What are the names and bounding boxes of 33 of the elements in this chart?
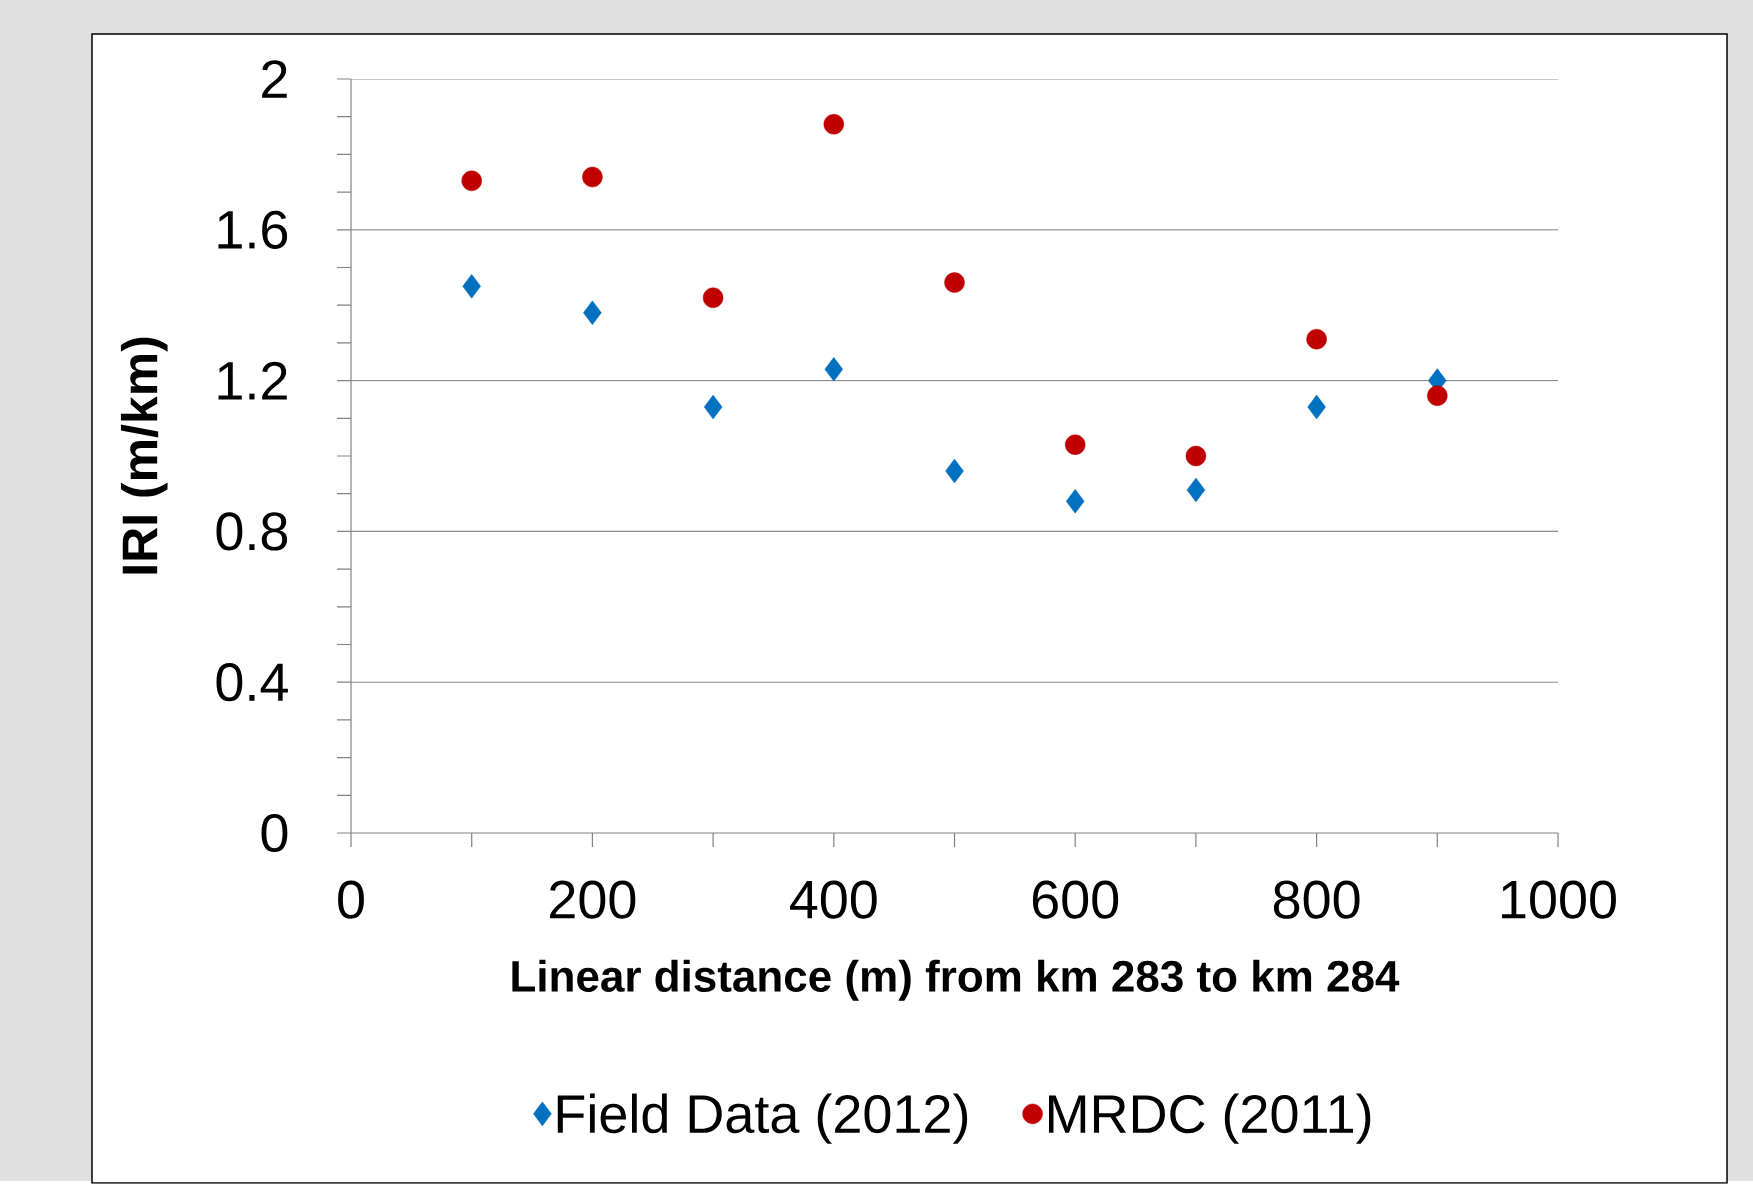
y-tick-label: 1.2	[218, 361, 287, 400]
point	[1185, 445, 1207, 467]
point	[824, 357, 844, 382]
x-tick-label: 800	[1273, 880, 1360, 919]
point	[702, 287, 724, 308]
point	[944, 272, 965, 293]
y-tick-label: 0	[261, 814, 288, 853]
point	[1307, 394, 1326, 420]
y-tick-label: 2	[262, 60, 287, 98]
point	[583, 300, 602, 326]
x-tick-label: 200	[550, 880, 636, 919]
y-tick-label: 0.8	[216, 512, 288, 551]
point	[1427, 385, 1448, 406]
point	[945, 459, 964, 484]
x-tick-label: 0	[338, 880, 364, 919]
x-axis-title: Linear distance (m) from km 283 to km 284	[512, 959, 1400, 1001]
x-tick-label: 400	[790, 880, 877, 919]
point	[1066, 489, 1085, 514]
y-axis-title: IRI (m/km)	[120, 337, 168, 574]
point	[582, 166, 603, 188]
point	[1186, 477, 1206, 503]
x-tick-label: 1000	[1502, 880, 1616, 919]
x-tick-label: 600	[1032, 880, 1119, 919]
point	[1065, 434, 1086, 456]
point	[1306, 329, 1327, 350]
y-tick-label: 0.4	[216, 663, 288, 702]
point	[823, 114, 845, 135]
legend-label: Field Data (2012)	[557, 1093, 968, 1144]
point	[461, 170, 482, 192]
y-tick-label: 1.6	[218, 210, 288, 250]
legend-label: MRDC (2011)	[1049, 1093, 1371, 1144]
point	[462, 274, 481, 299]
point	[703, 394, 723, 420]
